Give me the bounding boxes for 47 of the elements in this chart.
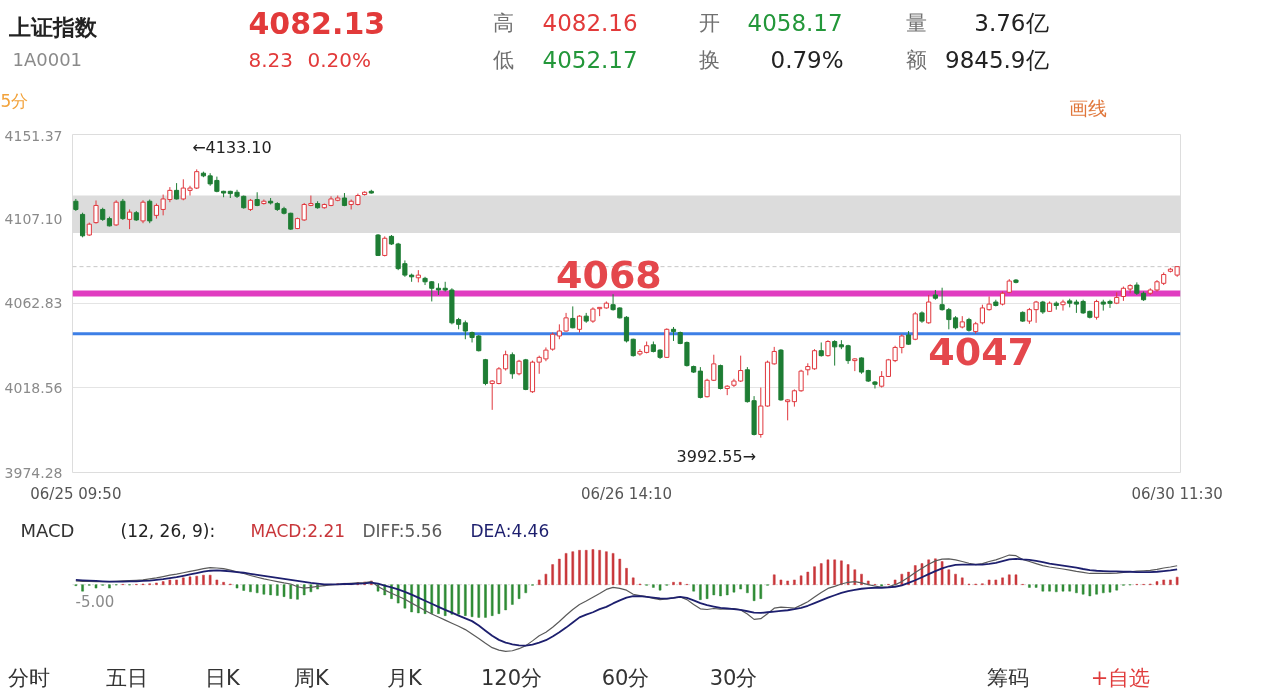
text: 五日	[105, 665, 148, 690]
text: 高	[493, 10, 514, 35]
text: 日K	[205, 665, 242, 690]
y-tick-label: 3974.28	[4, 464, 63, 481]
annotation: 3992.55→	[676, 447, 757, 467]
chart-title: MACD	[20, 520, 75, 541]
text: 60分	[601, 665, 650, 690]
annotation: -5.00	[75, 592, 115, 611]
text: 月K	[387, 665, 424, 690]
text: 1A0001	[12, 49, 83, 70]
text: +自选	[1090, 665, 1151, 690]
text: 周K	[294, 665, 331, 690]
x-tick-label: 06/30 11:30	[1131, 484, 1223, 503]
text: 低	[493, 47, 514, 72]
text: DEA:4.46	[470, 520, 550, 541]
y-tick-label: 4151.37	[4, 127, 63, 144]
text: MACD:2.21	[250, 520, 346, 541]
text: 9845.9亿	[945, 46, 1049, 73]
x-tick-label: 06/25 09:50	[30, 484, 122, 503]
ref-line-label: 4047	[928, 329, 1035, 374]
text: 上证指数	[7, 15, 98, 40]
text: 30分	[709, 665, 758, 690]
y-tick-label: 4062.83	[4, 295, 63, 312]
text: 筹码	[986, 665, 1029, 690]
text: 3.76亿	[974, 9, 1049, 36]
text: 8.23	[248, 47, 294, 72]
text: 换	[699, 47, 720, 72]
chart-title: 5分	[0, 90, 29, 111]
ref-line-label: 4068	[556, 252, 662, 297]
text: 画线	[1068, 96, 1107, 119]
text: 4052.17	[542, 47, 638, 73]
text: 4082.16	[542, 10, 638, 36]
text: 分时	[7, 665, 50, 690]
text: DIFF:5.56	[362, 520, 443, 541]
annotation: ←4133.10	[192, 137, 272, 157]
text: 额	[906, 47, 927, 72]
chart-subtitle: (12, 26, 9):	[120, 520, 216, 541]
y-tick-label: 4107.10	[4, 211, 63, 227]
text: 量	[906, 10, 927, 35]
text: 开	[699, 10, 720, 35]
x-tick-label: 06/26 14:10	[580, 484, 673, 503]
text: 120分	[480, 665, 543, 690]
y-tick-label: 4018.56	[4, 379, 63, 396]
text: 4058.17	[747, 10, 843, 36]
text: 0.20%	[307, 47, 372, 72]
text: 4082.13	[248, 5, 386, 41]
text: 0.79%	[770, 46, 844, 73]
